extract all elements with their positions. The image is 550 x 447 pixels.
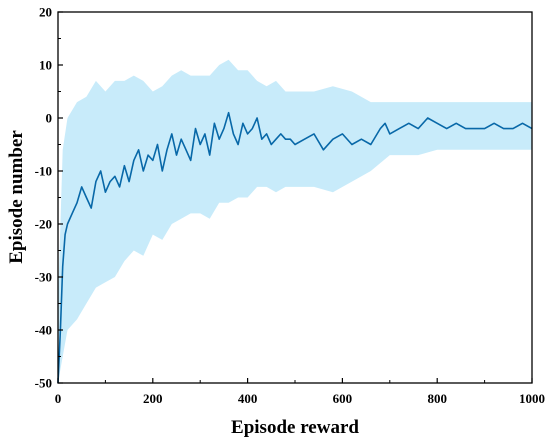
y-tick-label: -50	[35, 376, 52, 391]
x-axis: 0 200 400 600 800 1000	[55, 378, 545, 406]
confidence-band	[58, 59, 532, 383]
mean-line-layer	[57, 111, 533, 384]
y-axis: -50 -40 -30 -20 -10 0 10 20	[35, 5, 63, 391]
y-tick-label: 0	[46, 111, 53, 126]
x-tick-label: 600	[333, 391, 353, 406]
x-tick-label: 400	[238, 391, 258, 406]
y-tick-label: -10	[35, 164, 52, 179]
x-tick-label: 200	[143, 391, 163, 406]
x-tick-label: 0	[55, 391, 62, 406]
x-tick-label: 1000	[519, 391, 545, 406]
y-axis-title: Episode number	[6, 130, 27, 264]
x-axis-title: Episode reward	[231, 417, 359, 438]
y-tick-label: 10	[39, 58, 52, 73]
confidence-band-layer	[58, 59, 532, 383]
y-tick-label: -30	[35, 270, 52, 285]
y-tick-label: -40	[35, 323, 52, 338]
mean-reward-line	[57, 111, 533, 384]
y-tick-label: 20	[39, 5, 52, 20]
y-tick-label: -20	[35, 217, 52, 232]
x-tick-label: 800	[427, 391, 447, 406]
